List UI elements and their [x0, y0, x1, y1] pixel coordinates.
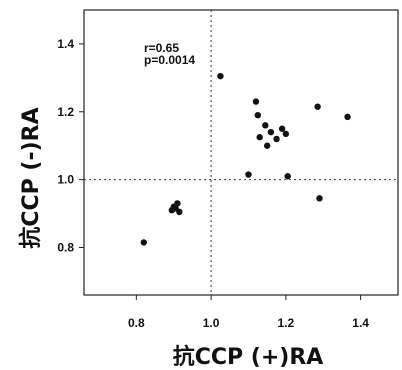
data-point: [273, 135, 280, 143]
p-value-annotation: p=0.0014: [144, 53, 195, 67]
data-point: [316, 195, 323, 202]
data-point: [172, 205, 179, 212]
y-tick-label: 1.4: [57, 37, 74, 51]
data-point: [282, 130, 290, 138]
y-tick-label: 0.8: [57, 241, 74, 255]
x-axis-title: 抗CCP (+)RA: [173, 344, 324, 370]
data-point: [140, 239, 148, 246]
y-axis-title: 抗CCP (-)RA: [18, 107, 44, 248]
data-points: [140, 72, 351, 246]
data-point: [263, 142, 271, 149]
y-tick-label: 1.0: [57, 173, 74, 187]
data-point: [252, 98, 260, 105]
data-point: [314, 103, 321, 110]
data-point: [262, 122, 269, 129]
y-axis: 0.8 1.0 1.2 1.4: [57, 37, 84, 255]
data-point: [217, 72, 224, 80]
data-point: [254, 111, 262, 119]
correlation-annotation: r=0.65: [144, 41, 179, 55]
x-tick-label: 1.2: [278, 316, 295, 330]
x-tick-label: 1.4: [352, 316, 369, 330]
y-tick-label: 1.2: [57, 105, 74, 119]
data-point: [344, 113, 351, 121]
data-point: [245, 171, 252, 178]
data-point: [267, 128, 275, 136]
x-axis: 0.8 1.0 1.2 1.4: [128, 295, 369, 330]
plot-frame: [83, 9, 399, 296]
data-point: [174, 200, 181, 207]
x-tick-label: 0.8: [128, 316, 145, 330]
x-tick-label: 1.0: [203, 316, 220, 330]
data-point: [278, 125, 286, 132]
data-point: [284, 173, 291, 180]
data-point: [256, 134, 263, 141]
